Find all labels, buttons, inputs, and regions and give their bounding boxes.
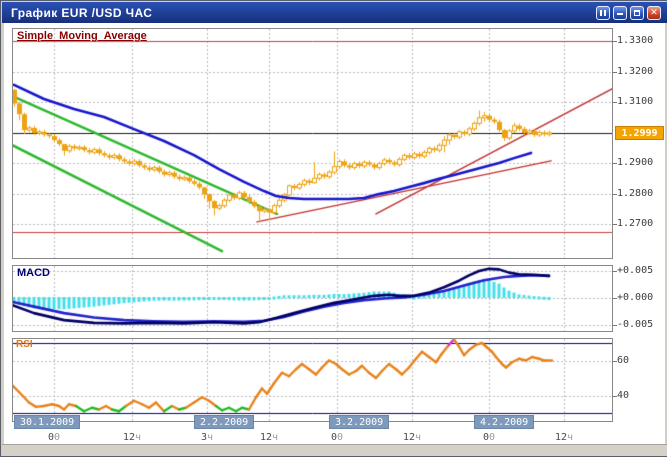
pause-icon <box>600 10 606 16</box>
time-axis-label: 00 <box>330 432 344 443</box>
rsi-panel[interactable]: RSI <box>12 338 613 422</box>
date-badge: 4.2.2009 <box>474 415 535 429</box>
macd-chart-canvas[interactable] <box>13 266 612 331</box>
chart-content: Simple_Moving_Average MACD RSI 1.3300 1.3… <box>4 23 665 445</box>
price-panel[interactable]: Simple_Moving_Average <box>12 28 613 259</box>
axis-tick <box>612 360 617 362</box>
price-axis-label: 1.2700 <box>617 218 654 229</box>
title-bar[interactable]: График EUR /USD ЧАС ✕ <box>2 2 667 23</box>
close-icon: ✕ <box>650 8 658 18</box>
time-axis-label: 12ч <box>554 432 574 443</box>
price-axis-label: 1.2900 <box>617 157 654 168</box>
axis-tick <box>612 298 617 299</box>
minimize-button[interactable] <box>613 6 627 20</box>
current-price-tag: 1.2999 <box>615 125 664 140</box>
axis-tick <box>612 193 617 195</box>
price-axis-label: 1.3100 <box>617 96 654 107</box>
minimize-icon <box>617 13 623 15</box>
price-axis-label: 1.3200 <box>617 65 654 77</box>
rsi-indicator-label: RSI <box>16 339 33 350</box>
axis-tick <box>612 41 617 42</box>
time-axis-label: 00 <box>47 432 61 443</box>
macd-indicator-label: MACD <box>17 267 50 279</box>
pause-button[interactable] <box>596 6 610 20</box>
axis-tick <box>612 224 617 225</box>
axis-tick <box>612 395 617 397</box>
window-buttons: ✕ <box>596 6 661 20</box>
date-badge: 3.2.2009 <box>329 415 390 429</box>
axis-tick <box>612 102 617 103</box>
rsi-chart-canvas[interactable] <box>13 339 612 421</box>
rsi-axis-label: 40 <box>617 389 630 401</box>
price-chart-canvas[interactable] <box>13 29 612 258</box>
window-title: График EUR /USD ЧАС <box>11 5 153 20</box>
axis-tick <box>612 163 617 164</box>
macd-axis-label: +0.000 <box>617 292 654 303</box>
date-badge: 2.2.2009 <box>194 415 255 429</box>
price-axis-label: 1.2800 <box>617 187 654 199</box>
time-axis-label: 12ч <box>402 432 422 443</box>
time-axis-label: 12ч <box>259 432 279 443</box>
sma-indicator-label: Simple_Moving_Average <box>17 30 147 42</box>
axis-tick <box>612 325 617 326</box>
restore-icon <box>634 10 640 16</box>
axis-tick <box>612 71 617 73</box>
macd-axis-label: -0.005 <box>617 319 654 330</box>
restore-button[interactable] <box>630 6 644 20</box>
time-axis-label: 3ч <box>200 432 214 443</box>
time-axis-label: 12ч <box>122 432 142 443</box>
time-axis-label: 00 <box>482 432 496 443</box>
macd-panel[interactable]: MACD <box>12 265 613 332</box>
axis-tick <box>612 271 617 272</box>
rsi-axis-label: 60 <box>617 354 630 366</box>
close-button[interactable]: ✕ <box>647 6 661 20</box>
date-badge: 30.1.2009 <box>14 415 81 429</box>
macd-axis-label: +0.005 <box>617 265 654 276</box>
status-bar <box>2 444 667 455</box>
price-axis-label: 1.3300 <box>617 35 654 46</box>
